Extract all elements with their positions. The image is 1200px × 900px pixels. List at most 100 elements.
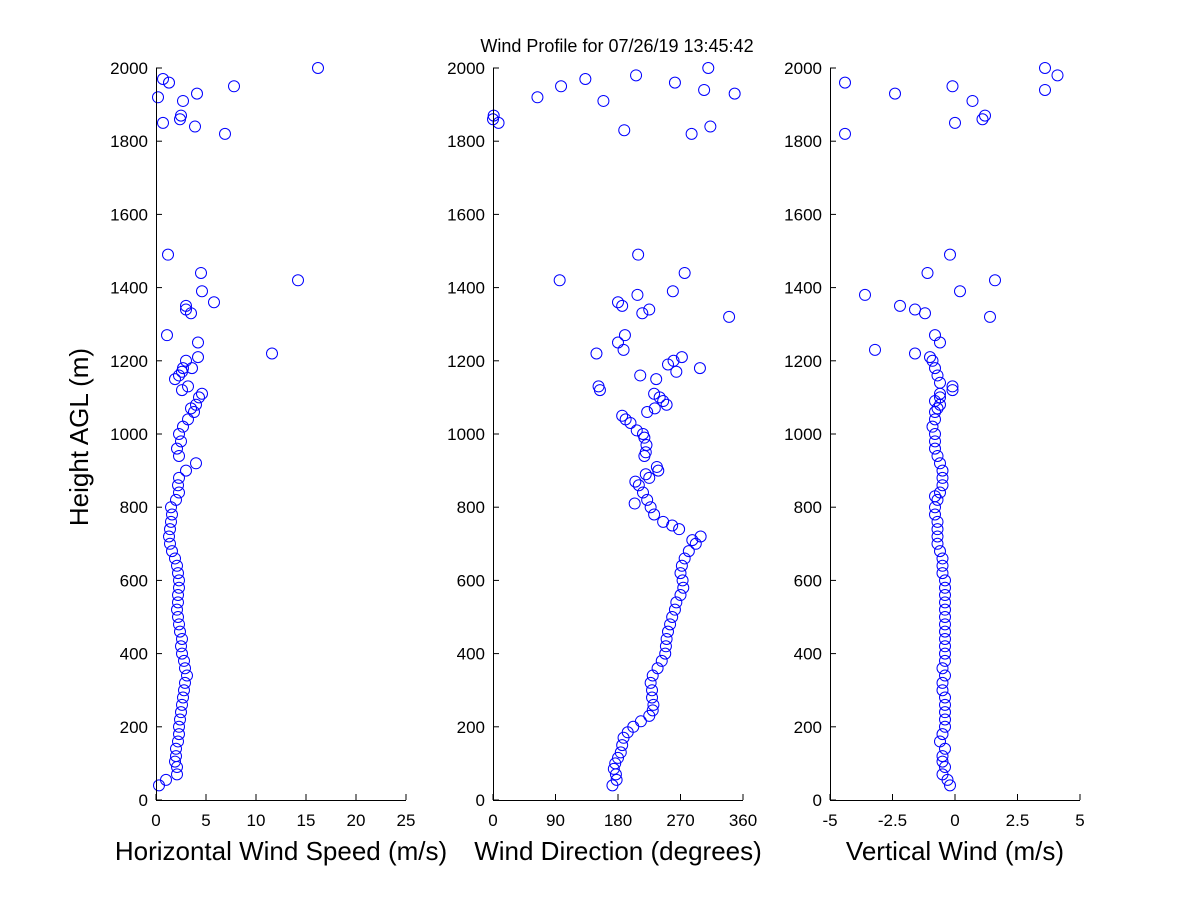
vertical-wind-point [939,581,951,594]
wind-direction-point [670,596,683,609]
horizontal-wind-speed-point [190,398,202,411]
vertical-wind-point [931,449,944,462]
horizontal-wind-speed-x-tick-label: 0 [151,811,160,830]
wind-direction-point [640,438,653,451]
vertical-wind-point [946,380,959,393]
horizontal-wind-speed-point [186,362,198,375]
horizontal-wind-speed-point [176,365,188,378]
vertical-wind-point [1051,69,1064,82]
vertical-wind-point [936,750,949,763]
horizontal-wind-speed-point [193,391,205,404]
vertical-wind-point [979,109,991,122]
wind-direction-y-tick-label: 200 [457,718,485,737]
horizontal-wind-speed-y-tick-label: 200 [120,718,148,737]
horizontal-wind-speed-point [196,387,208,400]
wind-direction-y-ticks: 0 200 400 600 800 1000 1200 1400 1600 1800 2000 [447,59,499,810]
horizontal-wind-speed-x-tick-label: 25 [397,811,416,830]
horizontal-wind-speed-point [173,728,185,741]
horizontal-wind-speed-point [169,552,181,565]
wind-direction-point [675,559,688,572]
horizontal-wind-speed-point [173,618,185,631]
horizontal-wind-speed-y-tick-label: 400 [120,645,148,664]
vertical-wind-point [939,640,951,653]
vertical-wind-y-tick-label: 200 [794,718,822,737]
wind-direction-point [634,369,647,382]
wind-direction-point [728,87,741,100]
vertical-wind-point [939,691,951,704]
wind-direction-point [682,545,695,558]
wind-direction-point [618,124,631,137]
vertical-wind-point [939,654,951,667]
horizontal-wind-speed-point [192,336,204,349]
vertical-wind-y-tick-label: 400 [794,645,822,664]
vertical-wind-point [976,113,989,126]
wind-direction-point [673,523,686,536]
vertical-wind-point [931,515,944,528]
horizontal-wind-speed-point [195,266,207,279]
horizontal-wind-speed-point [162,248,174,261]
wind-direction-point [628,497,641,510]
horizontal-wind-speed-x-tick-label: 20 [347,811,366,830]
vertical-wind-point [939,625,951,638]
wind-direction-point [631,288,644,301]
wind-direction-point [648,387,661,400]
horizontal-wind-speed-point [166,545,178,558]
horizontal-wind-speed-point [153,779,165,792]
wind-direction-point [666,285,679,298]
vertical-wind-x-tick-label: 0 [950,811,959,830]
horizontal-wind-speed-point [177,691,189,704]
vertical-wind-y-tick-label: 1600 [784,205,822,224]
vertical-wind-point [929,442,941,455]
horizontal-wind-speed-point [266,347,278,360]
wind-direction-point [659,640,672,653]
wind-direction-point [677,581,690,594]
vertical-wind-point [936,567,949,580]
horizontal-wind-speed-point [174,625,186,638]
wind-direction-point [686,534,699,547]
vertical-wind-point [936,768,949,781]
vertical-wind-point [934,486,946,499]
wind-direction-y-tick-label: 1000 [447,425,485,444]
wind-direction-point [607,762,620,775]
horizontal-wind-speed-point [172,596,184,609]
horizontal-wind-speed-point [192,351,204,364]
wind-direction-point [662,625,674,638]
horizontal-wind-speed-point [174,113,186,126]
horizontal-wind-speed-y-tick-label: 0 [139,791,148,810]
vertical-wind-x-tick-label: 2.5 [1006,811,1030,830]
vertical-wind-point [936,471,949,484]
vertical-wind-point [946,384,959,397]
horizontal-wind-speed-point [173,471,185,484]
vertical-wind-point [934,336,946,349]
horizontal-wind-speed-point [173,720,185,733]
vertical-wind-point [929,406,941,419]
wind-direction-point [637,486,649,499]
vertical-wind-point [939,596,951,609]
horizontal-wind-speed-point [180,299,192,312]
horizontal-wind-speed-point [172,589,184,602]
wind-direction-point [674,567,687,580]
wind-direction-point [704,120,717,133]
horizontal-wind-speed-point [171,768,183,781]
vertical-wind-point [929,435,941,448]
vertical-wind-point [946,80,959,93]
wind-direction-point [632,248,645,261]
horizontal-wind-speed-point [170,742,182,755]
horizontal-wind-speed-point [173,486,185,499]
wind-direction-point [614,746,627,759]
vertical-wind-y-tick-label: 0 [813,791,822,810]
horizontal-wind-speed-point [163,530,175,543]
horizontal-wind-speed-point [173,428,185,440]
vertical-wind-y-ticks: 0 200 400 600 800 1000 1200 1400 1600 1800 2000 [784,59,836,810]
horizontal-wind-speed-point [175,435,187,448]
horizontal-wind-speed-point [160,773,172,786]
wind-direction-point [685,127,698,140]
wind-direction-point [659,647,672,660]
wind-direction-point [553,274,566,287]
horizontal-wind-speed-point [171,442,183,455]
horizontal-wind-speed-x-tick-label: 5 [201,811,210,830]
shared-y-axis-label: Height AGL (m) [64,348,94,526]
vertical-wind-x-tick-label: -2.5 [878,811,907,830]
horizontal-wind-speed-point [161,329,173,342]
horizontal-wind-speed-point [312,62,324,74]
